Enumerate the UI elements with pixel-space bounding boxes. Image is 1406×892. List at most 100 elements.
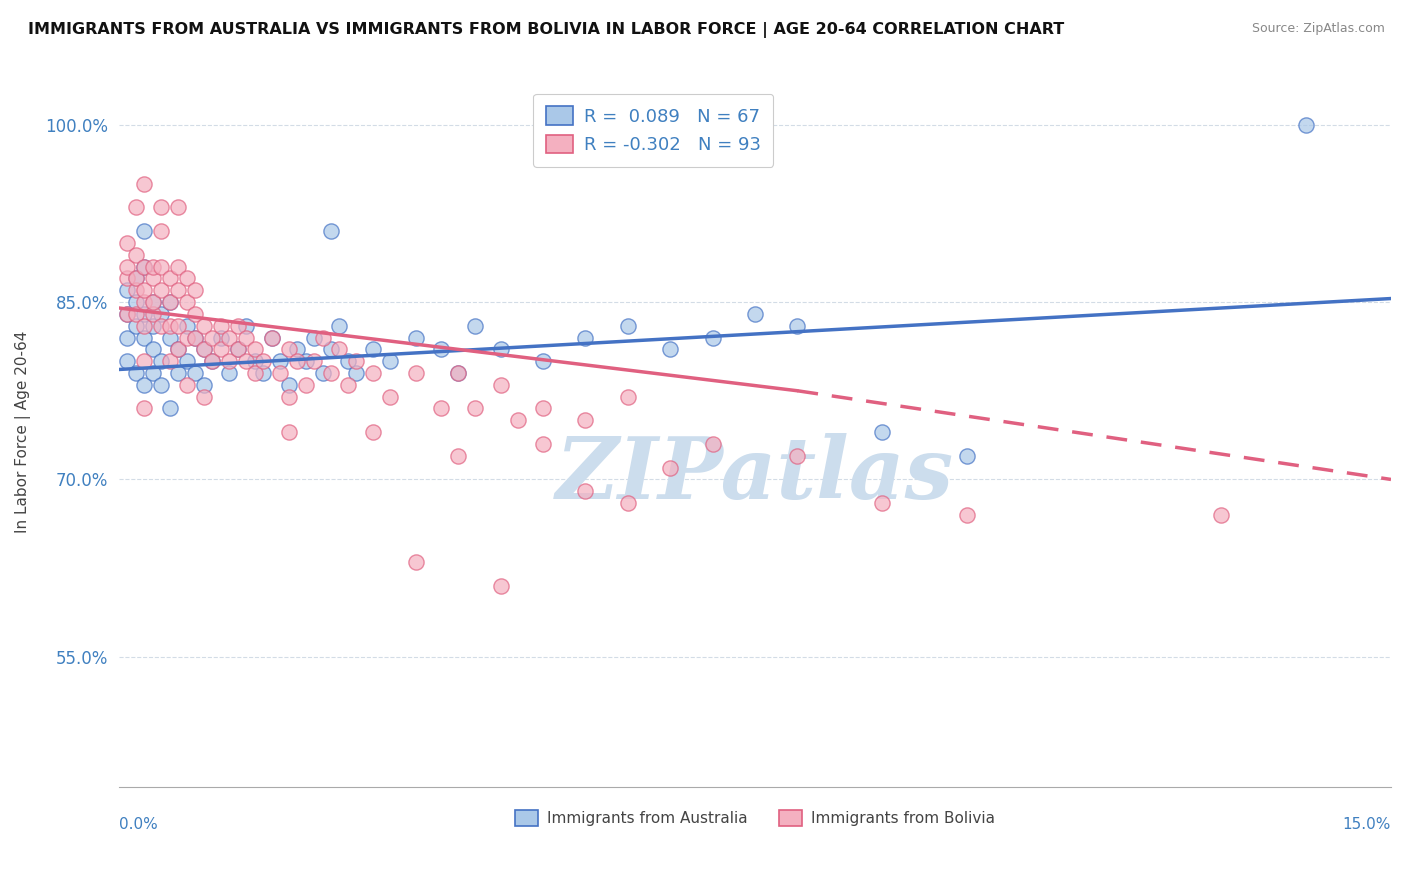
Point: [150, 318, 173, 333]
Point: [430, 401, 453, 416]
Point: [336, 377, 359, 392]
Point: [142, 295, 165, 310]
Point: [167, 283, 190, 297]
Point: [702, 330, 724, 344]
Point: [659, 343, 682, 357]
Point: [209, 330, 232, 344]
Point: [209, 318, 232, 333]
Point: [176, 271, 198, 285]
Point: [184, 330, 207, 344]
Point: [167, 260, 190, 274]
Text: Source: ZipAtlas.com: Source: ZipAtlas.com: [1251, 22, 1385, 36]
Point: [176, 354, 198, 368]
Point: [464, 401, 486, 416]
Point: [117, 283, 139, 297]
Point: [159, 330, 181, 344]
Point: [531, 354, 554, 368]
Point: [574, 484, 596, 499]
Text: IMMIGRANTS FROM AUSTRALIA VS IMMIGRANTS FROM BOLIVIA IN LABOR FORCE | AGE 20-64 : IMMIGRANTS FROM AUSTRALIA VS IMMIGRANTS …: [28, 22, 1064, 38]
Point: [363, 343, 385, 357]
Point: [193, 318, 215, 333]
Point: [380, 354, 402, 368]
Point: [285, 343, 308, 357]
Point: [134, 224, 156, 238]
Point: [150, 201, 173, 215]
Point: [294, 377, 316, 392]
Point: [243, 354, 266, 368]
Point: [142, 271, 165, 285]
Point: [870, 496, 893, 510]
Point: [311, 330, 333, 344]
Point: [176, 295, 198, 310]
Point: [184, 330, 207, 344]
Point: [218, 330, 240, 344]
Point: [243, 343, 266, 357]
Point: [405, 555, 427, 569]
Point: [134, 401, 156, 416]
Point: [956, 508, 979, 522]
Point: [167, 201, 190, 215]
Text: 0.0%: 0.0%: [120, 817, 157, 832]
Point: [134, 177, 156, 191]
Point: [235, 330, 257, 344]
Point: [167, 366, 190, 380]
Point: [142, 318, 165, 333]
Point: [235, 318, 257, 333]
Point: [319, 224, 342, 238]
Point: [117, 354, 139, 368]
Point: [294, 354, 316, 368]
Point: [176, 330, 198, 344]
Point: [176, 377, 198, 392]
Point: [193, 377, 215, 392]
Point: [159, 295, 181, 310]
Point: [226, 318, 249, 333]
Point: [319, 366, 342, 380]
Point: [380, 390, 402, 404]
Point: [311, 366, 333, 380]
Y-axis label: In Labor Force | Age 20-64: In Labor Force | Age 20-64: [15, 331, 31, 533]
Text: ZIPatlas: ZIPatlas: [555, 433, 955, 516]
Point: [150, 307, 173, 321]
Point: [252, 354, 274, 368]
Point: [235, 354, 257, 368]
Point: [574, 330, 596, 344]
Point: [405, 366, 427, 380]
Point: [142, 343, 165, 357]
Point: [142, 366, 165, 380]
Point: [134, 307, 156, 321]
Point: [117, 307, 139, 321]
Point: [167, 318, 190, 333]
Point: [209, 343, 232, 357]
Point: [176, 318, 198, 333]
Point: [260, 330, 283, 344]
Point: [617, 318, 640, 333]
Point: [201, 354, 224, 368]
Point: [302, 354, 325, 368]
Point: [269, 366, 291, 380]
Point: [659, 460, 682, 475]
Point: [956, 449, 979, 463]
Point: [134, 354, 156, 368]
Point: [269, 354, 291, 368]
Point: [150, 224, 173, 238]
Point: [285, 354, 308, 368]
Point: [150, 377, 173, 392]
Point: [302, 330, 325, 344]
Point: [159, 318, 181, 333]
Point: [167, 343, 190, 357]
Point: [193, 390, 215, 404]
Point: [134, 330, 156, 344]
Point: [531, 401, 554, 416]
Point: [159, 295, 181, 310]
Point: [167, 343, 190, 357]
Point: [786, 449, 808, 463]
Point: [193, 343, 215, 357]
Point: [150, 354, 173, 368]
Point: [150, 283, 173, 297]
Point: [346, 366, 368, 380]
Point: [702, 437, 724, 451]
Point: [506, 413, 529, 427]
Point: [125, 283, 148, 297]
Point: [117, 260, 139, 274]
Point: [405, 330, 427, 344]
